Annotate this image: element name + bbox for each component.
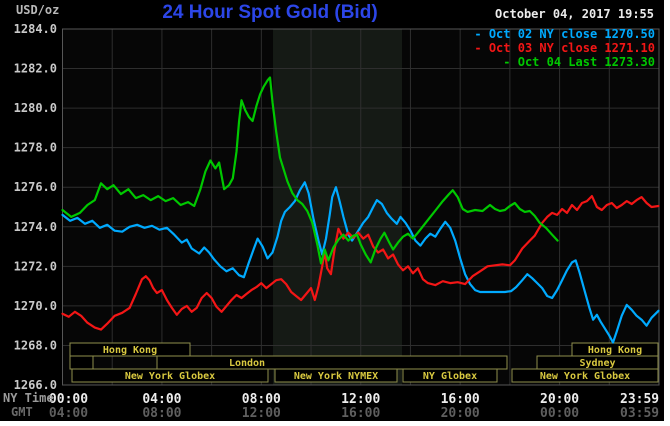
session-label: New York NYMEX xyxy=(294,371,378,382)
y-tick-label: 1268.0 xyxy=(14,338,57,352)
ny-time-tick-label: 08:00 xyxy=(242,392,281,407)
gmt-tick-label: 20:00 xyxy=(441,406,480,421)
gmt-tick-label: 00:00 xyxy=(540,406,579,421)
y-tick-label: 1280.0 xyxy=(14,101,57,115)
y-axis-units-label: USD/oz xyxy=(16,3,60,17)
session-box xyxy=(69,355,94,370)
session-label: NY Globex xyxy=(423,371,477,382)
session-box xyxy=(402,368,498,383)
session-label: Hong Kong xyxy=(588,345,642,356)
ny-time-tick-label: 20:00 xyxy=(540,392,579,407)
session-box xyxy=(71,368,269,383)
ny-time-tick-label: 04:00 xyxy=(142,392,181,407)
chart-canvas: USD/oz 24 Hour Spot Gold (Bid) October 0… xyxy=(0,0,664,421)
chart-title: 24 Hour Spot Gold (Bid) xyxy=(162,2,378,23)
price-line-oct02 xyxy=(61,181,660,344)
plot-border xyxy=(62,28,660,386)
session-label: New York Globex xyxy=(125,371,215,382)
y-tick-label: 1270.0 xyxy=(14,299,57,313)
session-label: New York Globex xyxy=(540,371,630,382)
ny-time-tick-label: 00:00 xyxy=(49,392,88,407)
chart-legend: - Oct 02 NY close 1270.50- Oct 03 NY clo… xyxy=(474,27,655,69)
y-tick-label: 1272.0 xyxy=(14,259,57,273)
ny-time-tick-label: 16:00 xyxy=(441,392,480,407)
session-box xyxy=(69,342,191,357)
y-tick-label: 1276.0 xyxy=(14,180,57,194)
y-tick-label: 1284.0 xyxy=(14,22,57,36)
price-line-oct03 xyxy=(61,195,660,331)
x-axis-gmt-label: GMT xyxy=(11,405,33,419)
nymex-session-highlight-band xyxy=(273,29,403,385)
session-label: Hong Kong xyxy=(103,345,157,356)
legend-entry: - Oct 02 NY close 1270.50 xyxy=(474,27,655,41)
ny-time-tick-label: 12:00 xyxy=(341,392,380,407)
session-box xyxy=(511,368,659,383)
session-box xyxy=(156,355,508,370)
price-chart-plot: 1266.0 1268.0 1270.0 1272.0 1274.0 1276.0 1278… xyxy=(14,22,660,421)
y-tick-label: 1282.0 xyxy=(14,62,57,76)
gmt-tick-label: 16:00 xyxy=(341,406,380,421)
price-line-oct04 xyxy=(61,76,559,265)
gmt-tick-label: 12:00 xyxy=(242,406,281,421)
session-box xyxy=(274,368,398,383)
y-tick-label: 1266.0 xyxy=(14,378,57,392)
gmt-tick-label: 04:00 xyxy=(49,406,88,421)
session-label: Sydney xyxy=(579,358,615,369)
gmt-tick-label: 03:59 xyxy=(620,406,659,421)
y-tick-label: 1278.0 xyxy=(14,141,57,155)
ny-time-tick-label: 23:59 xyxy=(620,392,659,407)
legend-entry: - Oct 04 Last 1273.30 xyxy=(503,55,655,69)
gmt-tick-label: 08:00 xyxy=(142,406,181,421)
legend-entry: - Oct 03 NY close 1271.10 xyxy=(474,41,655,55)
x-axis-ny-time-label: NY Time xyxy=(3,391,54,405)
session-label: London xyxy=(229,358,265,369)
chart-datetime: October 04, 2017 19:55 xyxy=(495,7,654,21)
y-tick-label: 1274.0 xyxy=(14,220,57,234)
